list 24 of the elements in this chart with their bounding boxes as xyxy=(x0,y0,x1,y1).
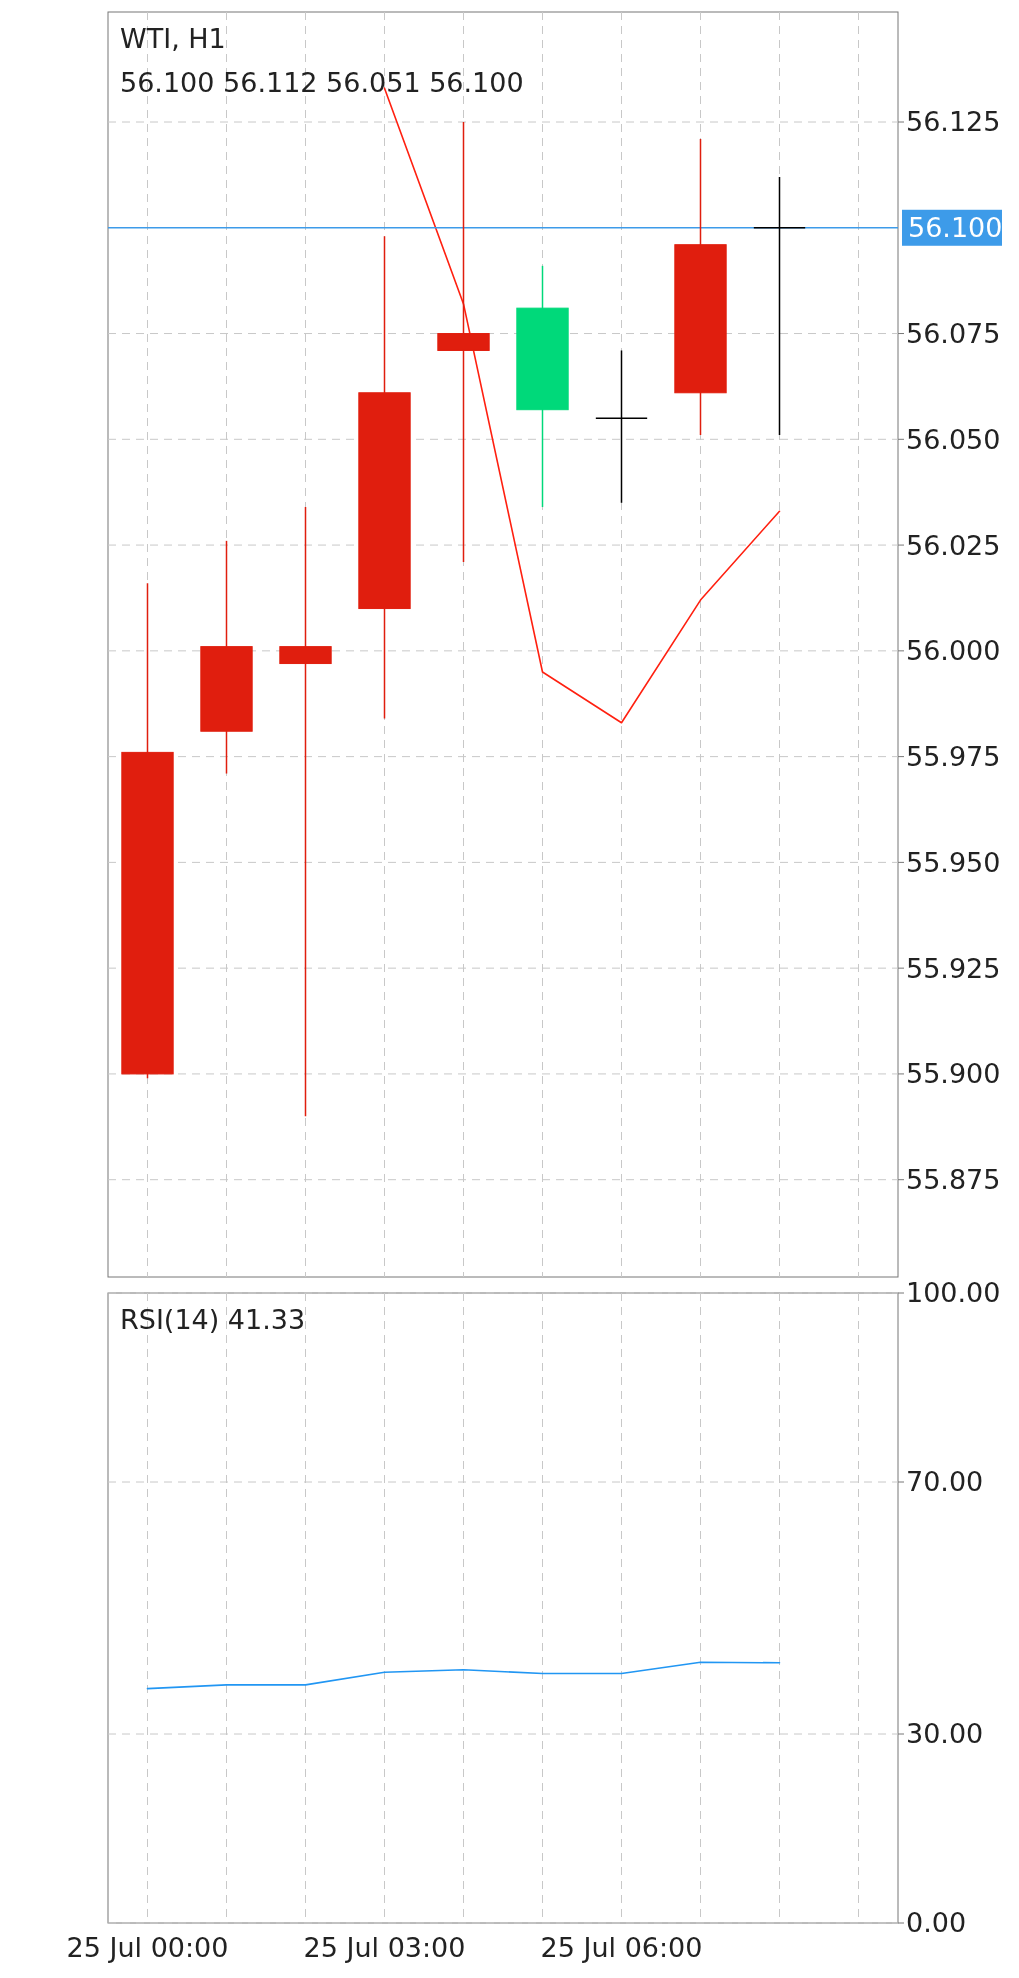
line-series xyxy=(146,1661,781,1690)
y-tick-label: 100.00 xyxy=(906,1277,1001,1309)
text: 56.100 56.112 56.051 56.100 xyxy=(120,67,524,98)
y-tick-label: 56.025 xyxy=(906,529,1001,561)
x-tick-label: 25 Jul 06:00 xyxy=(540,1932,703,1963)
y-tick-label: 55.875 xyxy=(906,1164,1001,1196)
ref-line-label: 56.100 xyxy=(908,212,1003,244)
y-tick-label: 56.000 xyxy=(906,635,1001,667)
y-tick-label: 55.975 xyxy=(906,741,1001,773)
y-tick-label: 56.125 xyxy=(906,106,1001,138)
y-tick-label: 55.950 xyxy=(906,846,1001,878)
y-tick-label: 70.00 xyxy=(906,1466,984,1498)
x-tick-label: 25 Jul 03:00 xyxy=(303,1932,466,1963)
x-tick-label: 25 Jul 00:00 xyxy=(66,1932,229,1963)
y-tick-label: 30.00 xyxy=(906,1718,984,1750)
y-tick-label: 0.00 xyxy=(906,1907,967,1939)
y-tick-label: 55.925 xyxy=(906,952,1001,984)
y-tick-label: 56.050 xyxy=(906,423,1001,455)
y-tick-label: 56.075 xyxy=(906,317,1001,349)
y-tick-label: 55.900 xyxy=(906,1058,1001,1090)
chart-title: RSI(14) 41.33 xyxy=(120,1304,306,1335)
candlestick xyxy=(753,176,806,436)
chart-title: WTI, H1 xyxy=(120,23,226,54)
candlestick xyxy=(595,349,648,504)
